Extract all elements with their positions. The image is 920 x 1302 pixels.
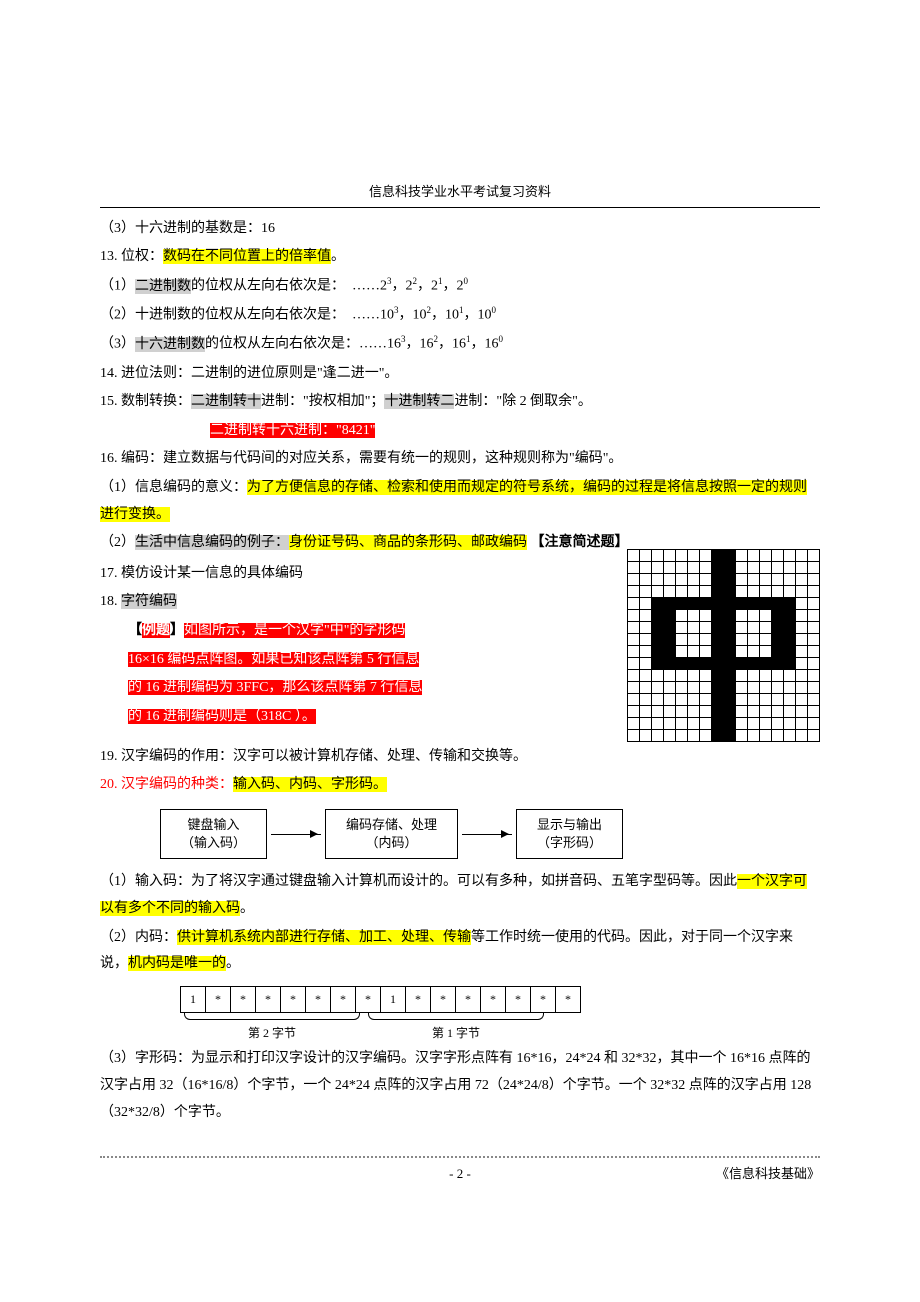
highlight: 数码在不同位置上的倍率值 (163, 249, 331, 264)
text-line: 14. 进位法则：二进制的进位原则是"逢二进一"。 (100, 361, 820, 388)
highlight: 二进制数 (135, 279, 191, 294)
byte-braces: 第 2 字节 第 1 字节 (180, 1013, 820, 1045)
text-line: 的 16 进制编码为 3FFC，那么该点阵第 7 行信息 (100, 675, 607, 702)
text-line: （3）字形码：为显示和打印汉字设计的汉字编码。汉字字形点阵有 16*16，24*… (100, 1046, 820, 1126)
text-line: 的 16 进制编码则是（318C ）。 (100, 704, 607, 731)
page-number: - 2 - (100, 1162, 820, 1187)
highlight-red: 16×16 编码点阵图。如果已知该点阵第 5 行信息 (128, 652, 419, 667)
section-with-bitmap: 17. 模仿设计某一信息的具体编码 18. 字符编码 【例题】如图所示，是一个汉… (100, 559, 820, 742)
highlight-red: 的 16 进制编码为 3FFC，那么该点阵第 7 行信息 (128, 680, 422, 695)
highlight: 十六进制数 (135, 337, 205, 352)
highlight: 字符编码 (121, 594, 177, 609)
document-page: 信息科技学业水平考试复习资料 （3）十六进制的基数是：16 13. 位权：数码在… (60, 0, 860, 1227)
text-line: 17. 模仿设计某一信息的具体编码 (100, 561, 607, 588)
brace-byte2: 第 2 字节 (180, 1013, 364, 1045)
highlight-red: 二进制转十六进制："8421" (210, 423, 375, 438)
text-line: 二进制转十六进制："8421" (100, 418, 820, 445)
bitmap-grid (627, 549, 820, 742)
text-line: 20. 汉字编码的种类：输入码、内码、字形码。 (100, 772, 820, 799)
text-line: （2）内码：供计算机系统内部进行存储、加工、处理、传输等工作时统一使用的代码。因… (100, 925, 820, 978)
flow-box-store: 编码存储、处理 （内码） (325, 809, 458, 859)
example-text: 17. 模仿设计某一信息的具体编码 18. 字符编码 【例题】如图所示，是一个汉… (100, 559, 607, 733)
bitmap-figure (627, 549, 820, 742)
highlight: 二进制转十 (191, 394, 261, 409)
highlight: 机内码是唯一的 (128, 956, 226, 971)
text-line: 16. 编码：建立数据与代码间的对应关系，需要有统一的规则，这种规则称为"编码"… (100, 446, 820, 473)
text-line: （1）二进制数的位权从左向右依次是： ……23，22，21，20 (100, 273, 820, 300)
header-title: 信息科技学业水平考试复习资料 (100, 180, 820, 208)
text-line: 19. 汉字编码的作用：汉字可以被计算机存储、处理、传输和交换等。 (100, 744, 820, 771)
text-line: 13. 位权：数码在不同位置上的倍率值。 (100, 244, 820, 271)
text-line: （3）十六进制数的位权从左向右依次是：……163，162，161，160 (100, 331, 820, 358)
flowchart: 键盘输入 （输入码） 编码存储、处理 （内码） 显示与输出 （字形码） (160, 809, 820, 859)
flow-box-output: 显示与输出 （字形码） (516, 809, 623, 859)
text-line: （2）十进制数的位权从左向右依次是： ……103，102，101，100 (100, 302, 820, 329)
text-line: （3）十六进制的基数是：16 (100, 216, 820, 243)
highlight-red: 的 16 进制编码则是（318C ）。 (128, 709, 316, 724)
highlight: 供计算机系统内部进行存储、加工、处理、传输 (177, 930, 471, 945)
text-line: （1）信息编码的意义：为了方便信息的存储、检索和使用而规定的符号系统，编码的过程… (100, 475, 820, 528)
text-line: （1）输入码：为了将汉字通过键盘输入计算机而设计的。可以有多种，如拼音码、五笔字… (100, 869, 820, 922)
highlight: 生活中信息编码的例子： (135, 535, 289, 550)
text-line: 【例题】如图所示，是一个汉字"中"的字形码 (100, 618, 607, 645)
byte-row: 1*******1******* (181, 986, 581, 1012)
highlight-red: 如图所示，是一个汉字"中"的字形码 (184, 623, 405, 638)
highlight: 十进制转二 (384, 394, 454, 409)
highlight-red: 例题 (142, 623, 170, 638)
highlight: 身份证号码、商品的条形码、邮政编码 (289, 535, 527, 550)
brace-byte1: 第 1 字节 (364, 1013, 548, 1045)
text-line: 16×16 编码点阵图。如果已知该点阵第 5 行信息 (100, 647, 607, 674)
text-line: 18. 字符编码 (100, 589, 607, 616)
book-title: 《信息科技基础》 (716, 1162, 820, 1187)
page-footer: - 2 - 《信息科技基础》 (100, 1156, 820, 1187)
text-line: 15. 数制转换：二进制转十进制："按权相加"；十进制转二进制："除 2 倒取余… (100, 389, 820, 416)
highlight: 输入码、内码、字形码。 (233, 777, 387, 792)
byte-table: 1*******1******* (180, 986, 820, 1013)
flow-box-input: 键盘输入 （输入码） (160, 809, 267, 859)
flow-arrow (271, 834, 321, 835)
flow-arrow (462, 834, 512, 835)
bold-note: 【注意简述题】 (527, 535, 629, 550)
